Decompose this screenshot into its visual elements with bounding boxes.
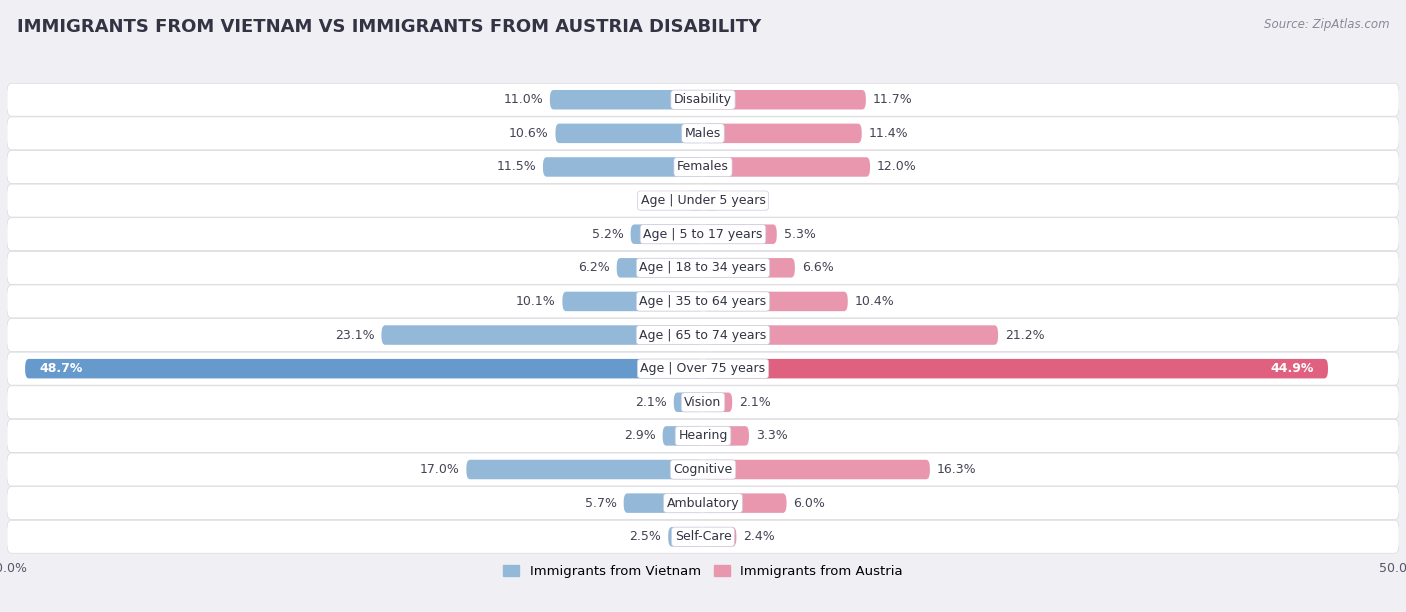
FancyBboxPatch shape [467, 460, 703, 479]
Text: 2.5%: 2.5% [630, 530, 661, 543]
FancyBboxPatch shape [703, 191, 721, 211]
FancyBboxPatch shape [631, 225, 703, 244]
Text: 5.7%: 5.7% [585, 496, 617, 510]
Text: 11.0%: 11.0% [503, 93, 543, 106]
FancyBboxPatch shape [673, 392, 703, 412]
FancyBboxPatch shape [703, 157, 870, 177]
Text: 12.0%: 12.0% [877, 160, 917, 173]
FancyBboxPatch shape [703, 90, 866, 110]
FancyBboxPatch shape [703, 326, 998, 345]
Text: Age | 65 to 74 years: Age | 65 to 74 years [640, 329, 766, 341]
Text: 21.2%: 21.2% [1005, 329, 1045, 341]
Text: 2.9%: 2.9% [624, 430, 655, 442]
FancyBboxPatch shape [381, 326, 703, 345]
FancyBboxPatch shape [550, 90, 703, 110]
FancyBboxPatch shape [555, 124, 703, 143]
FancyBboxPatch shape [703, 527, 737, 547]
FancyBboxPatch shape [7, 352, 1399, 385]
Text: 2.4%: 2.4% [744, 530, 775, 543]
Text: 3.3%: 3.3% [756, 430, 787, 442]
FancyBboxPatch shape [7, 184, 1399, 217]
FancyBboxPatch shape [7, 419, 1399, 452]
FancyBboxPatch shape [7, 218, 1399, 251]
FancyBboxPatch shape [688, 191, 703, 211]
Text: 2.1%: 2.1% [740, 396, 770, 409]
FancyBboxPatch shape [617, 258, 703, 278]
Text: Age | Over 75 years: Age | Over 75 years [641, 362, 765, 375]
FancyBboxPatch shape [703, 225, 776, 244]
FancyBboxPatch shape [7, 252, 1399, 285]
Text: 5.3%: 5.3% [783, 228, 815, 241]
FancyBboxPatch shape [703, 359, 1329, 378]
Text: Age | 18 to 34 years: Age | 18 to 34 years [640, 261, 766, 274]
Text: IMMIGRANTS FROM VIETNAM VS IMMIGRANTS FROM AUSTRIA DISABILITY: IMMIGRANTS FROM VIETNAM VS IMMIGRANTS FR… [17, 18, 761, 36]
Text: 6.6%: 6.6% [801, 261, 834, 274]
Text: Cognitive: Cognitive [673, 463, 733, 476]
Text: 23.1%: 23.1% [335, 329, 374, 341]
FancyBboxPatch shape [7, 285, 1399, 318]
Text: Ambulatory: Ambulatory [666, 496, 740, 510]
FancyBboxPatch shape [703, 124, 862, 143]
FancyBboxPatch shape [703, 493, 786, 513]
FancyBboxPatch shape [703, 426, 749, 446]
Text: 48.7%: 48.7% [39, 362, 83, 375]
FancyBboxPatch shape [25, 359, 703, 378]
Text: 1.1%: 1.1% [650, 194, 681, 207]
FancyBboxPatch shape [7, 487, 1399, 520]
Text: 2.1%: 2.1% [636, 396, 666, 409]
FancyBboxPatch shape [7, 386, 1399, 419]
FancyBboxPatch shape [7, 453, 1399, 486]
Text: 17.0%: 17.0% [419, 463, 460, 476]
Text: Vision: Vision [685, 396, 721, 409]
Text: Age | 5 to 17 years: Age | 5 to 17 years [644, 228, 762, 241]
FancyBboxPatch shape [668, 527, 703, 547]
Text: 10.1%: 10.1% [516, 295, 555, 308]
Text: 10.4%: 10.4% [855, 295, 894, 308]
FancyBboxPatch shape [543, 157, 703, 177]
FancyBboxPatch shape [703, 392, 733, 412]
Text: Age | Under 5 years: Age | Under 5 years [641, 194, 765, 207]
FancyBboxPatch shape [624, 493, 703, 513]
Text: 6.0%: 6.0% [793, 496, 825, 510]
Text: 5.2%: 5.2% [592, 228, 624, 241]
Text: 11.7%: 11.7% [873, 93, 912, 106]
Text: Self-Care: Self-Care [675, 530, 731, 543]
Text: Source: ZipAtlas.com: Source: ZipAtlas.com [1264, 18, 1389, 31]
Text: 44.9%: 44.9% [1271, 362, 1315, 375]
FancyBboxPatch shape [7, 520, 1399, 553]
Text: 11.4%: 11.4% [869, 127, 908, 140]
FancyBboxPatch shape [703, 292, 848, 311]
FancyBboxPatch shape [7, 117, 1399, 150]
Text: 10.6%: 10.6% [509, 127, 548, 140]
FancyBboxPatch shape [7, 83, 1399, 116]
Text: Hearing: Hearing [678, 430, 728, 442]
Text: 6.2%: 6.2% [578, 261, 610, 274]
FancyBboxPatch shape [7, 319, 1399, 351]
FancyBboxPatch shape [662, 426, 703, 446]
Text: Disability: Disability [673, 93, 733, 106]
FancyBboxPatch shape [703, 258, 794, 278]
FancyBboxPatch shape [703, 460, 929, 479]
Text: Age | 35 to 64 years: Age | 35 to 64 years [640, 295, 766, 308]
Text: 16.3%: 16.3% [936, 463, 977, 476]
Legend: Immigrants from Vietnam, Immigrants from Austria: Immigrants from Vietnam, Immigrants from… [498, 560, 908, 584]
Text: 11.5%: 11.5% [496, 160, 536, 173]
Text: Females: Females [678, 160, 728, 173]
FancyBboxPatch shape [7, 151, 1399, 184]
Text: 1.3%: 1.3% [728, 194, 759, 207]
Text: Males: Males [685, 127, 721, 140]
FancyBboxPatch shape [562, 292, 703, 311]
